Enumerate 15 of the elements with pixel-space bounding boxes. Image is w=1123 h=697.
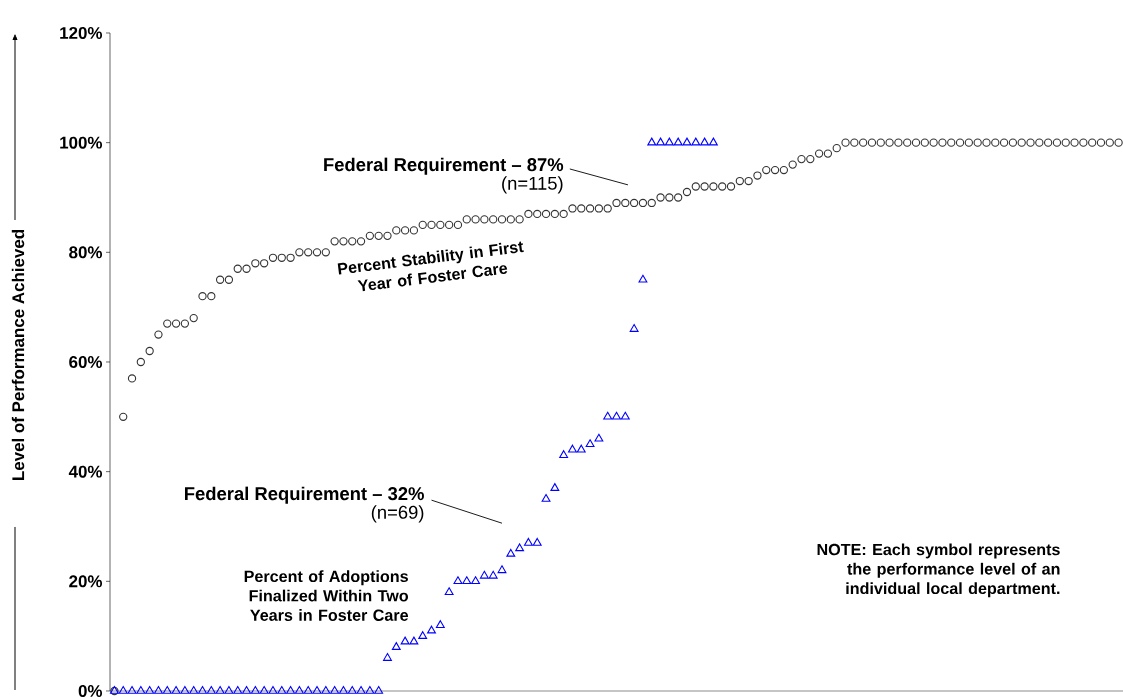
annotation: (n=115) [502, 176, 563, 194]
annotation: (n=69) [371, 505, 424, 523]
y-tick-label: 0% [78, 684, 103, 697]
y-tick-label: 120% [60, 26, 103, 39]
y-axis-title: Level of Performance Achieved [11, 230, 25, 480]
annotation: NOTE: Each symbol represents the performance level of an individual local department. [817, 543, 1060, 598]
annotation: Federal Requirement – 87% [324, 157, 564, 175]
y-tick-label: 40% [68, 465, 103, 478]
text: Percent Stability in First Year of Foster Care [337, 241, 524, 292]
y-tick-label: 100% [60, 136, 103, 149]
y-tick-label: 80% [69, 246, 103, 259]
annotation: Federal Requirement – 32% [185, 486, 424, 504]
y-tick-label: 20% [69, 575, 103, 588]
y-tick-label: 60% [69, 355, 103, 368]
series-label: Percent of Adoptions Finalized Within Two Years in Foster Care [244, 570, 409, 621]
